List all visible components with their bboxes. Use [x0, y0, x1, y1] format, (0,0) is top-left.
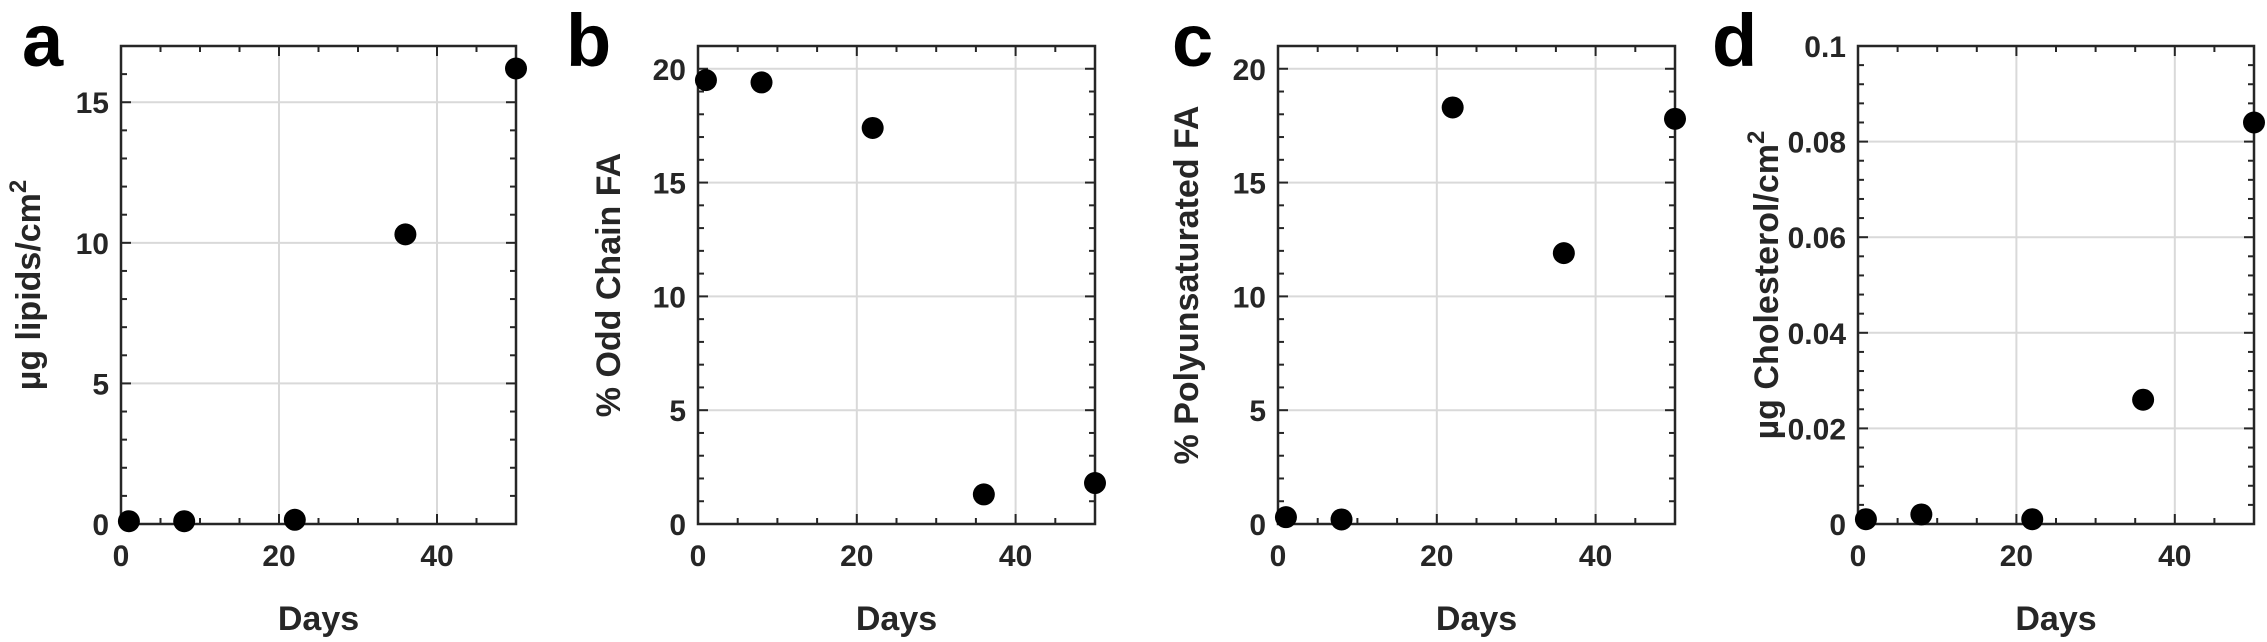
panel-d: 0 20 40 0 0.02 0.04 0.06 0.08 0.1 Days µg Choleste…: [1712, 0, 2265, 638]
data-point: [117, 510, 140, 533]
data-point: [1552, 242, 1575, 265]
y-tick-label: 0.06: [1788, 222, 1846, 255]
x-tick-label: 0: [690, 540, 707, 573]
y-tick-label: 0.02: [1788, 413, 1846, 446]
plot-frame: [1856, 44, 2256, 526]
data-point: [505, 57, 527, 80]
x-tick-label: 20: [840, 540, 873, 573]
y-axis-label: % Odd Chain FA: [590, 153, 628, 417]
x-tick-label: 0: [113, 540, 130, 573]
data-point: [1854, 508, 1877, 531]
data-point: [1274, 506, 1297, 529]
data-point: [1664, 107, 1686, 130]
y-tick-label: 0: [669, 509, 686, 542]
y-axis-label: µg lipids/cm2: [5, 180, 48, 391]
y-tick-label: 5: [669, 395, 686, 428]
y-tick-label: 15: [1233, 168, 1266, 201]
y-tick-label: 0: [92, 509, 109, 542]
y-tick-label: 5: [92, 368, 109, 401]
y-axis-label-superscript: 2: [1743, 131, 1770, 144]
plot-frame: [696, 44, 1097, 526]
data-point: [861, 116, 884, 139]
data-point: [1084, 472, 1106, 495]
data-point: [972, 483, 995, 506]
x-tick-label: 40: [999, 540, 1032, 573]
y-tick-label: 10: [1233, 281, 1266, 314]
y-axis-label-superscript: 2: [5, 180, 32, 193]
panel-letter: d: [1712, 0, 1757, 82]
x-tick-label: 40: [2158, 540, 2191, 573]
x-tick-label: 0: [1270, 540, 1287, 573]
x-tick-label: 20: [2000, 540, 2033, 573]
panel-letter: a: [22, 0, 64, 82]
data-point: [1441, 96, 1464, 119]
data-point: [173, 510, 196, 533]
x-tick-label: 20: [1420, 540, 1453, 573]
y-tick-label: 0.1: [1804, 31, 1846, 64]
y-tick-label: 0.04: [1788, 318, 1847, 351]
y-tick-label: 0.08: [1788, 127, 1846, 160]
y-tick-label: 5: [1249, 395, 1266, 428]
panel-a: 0 20 40 0 5 10 15 Days µg lipids/cm2 a: [5, 0, 527, 638]
panel-b: 0 20 40 0 5 10 15 20 Days % Odd Chain FA b: [566, 0, 1106, 638]
data-point: [283, 508, 306, 531]
x-tick-label: 40: [420, 540, 453, 573]
x-tick-label: 0: [1850, 540, 1867, 573]
plot-frame: [119, 44, 518, 526]
data-point: [694, 69, 717, 92]
x-axis-label: Days: [2015, 600, 2096, 638]
x-axis-label: Days: [856, 600, 937, 638]
y-tick-label: 0: [1829, 509, 1846, 542]
y-tick-label: 0: [1249, 509, 1266, 542]
panel-letter: c: [1172, 0, 1213, 82]
data-point: [750, 71, 773, 94]
x-axis-label: Days: [1436, 600, 1517, 638]
data-point: [394, 223, 417, 246]
x-tick-label: 20: [262, 540, 295, 573]
data-point: [2132, 388, 2155, 411]
y-tick-label: 20: [653, 54, 686, 87]
data-point: [2021, 508, 2044, 531]
panel-letter: b: [566, 0, 611, 82]
data-point: [2243, 111, 2265, 134]
y-tick-label: 15: [76, 87, 109, 120]
y-tick-label: 10: [76, 228, 109, 261]
y-tick-label: 20: [1233, 54, 1266, 87]
data-point: [1910, 503, 1933, 526]
x-axis-label: Days: [278, 600, 359, 638]
y-tick-label: 15: [653, 168, 686, 201]
y-tick-label: 10: [653, 281, 686, 314]
y-axis-label: % Polyunsaturated FA: [1168, 106, 1206, 465]
data-point: [1330, 508, 1353, 531]
panel-c: 0 20 40 0 5 10 15 20 Days % Polyunsaturated FA c: [1168, 0, 1686, 638]
y-axis-label: µg Cholesterol/cm2: [1743, 131, 1786, 440]
x-tick-label: 40: [1579, 540, 1612, 573]
plot-frame: [1276, 44, 1677, 526]
